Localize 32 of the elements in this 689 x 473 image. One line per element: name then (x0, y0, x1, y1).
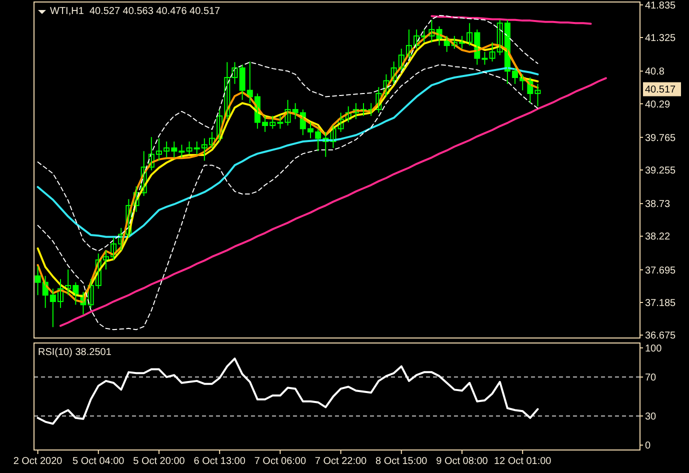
y-tick-label: 38.73 (645, 199, 670, 210)
y-tick-label: 70 (645, 372, 657, 384)
line-series (430, 15, 592, 25)
x-tick-label: 5 Oct 04:00 (72, 456, 125, 467)
x-tick-label: 2 Oct 2020 (13, 456, 63, 467)
line-series (60, 77, 607, 327)
y-tick-label: 39.255 (645, 166, 676, 176)
y-tick-label: 100 (645, 343, 662, 354)
x-tick-label: 6 Oct 13:00 (194, 456, 246, 467)
x-tick-label: 12 Oct 01:00 (494, 456, 552, 467)
annotation: 40.517 (645, 84, 676, 96)
line-series (37, 64, 538, 330)
y-tick-label: 39.765 (645, 132, 676, 144)
x-tick-label: 8 Oct 15:00 (376, 456, 428, 467)
line-series (37, 14, 538, 252)
chart-title: RSI(10) 38.2501 (38, 347, 112, 358)
y-tick-label: 40.29 (645, 99, 670, 110)
x-tick-label: 9 Oct 08:00 (436, 456, 488, 467)
y-tick-label: 41.835 (645, 0, 676, 12)
y-tick-label: 36.675 (645, 330, 676, 342)
chart-title: WTI,H1 40.527 40.563 40.476 40.517 (50, 6, 221, 17)
y-tick-label: 0 (645, 440, 651, 452)
y-tick-label: 37.695 (645, 265, 676, 276)
x-tick-label: 5 Oct 20:00 (133, 456, 186, 467)
y-tick-label: 38.22 (645, 232, 670, 243)
y-tick-label: 30 (645, 411, 657, 422)
line-series (36, 358, 539, 425)
y-tick-label: 40.8 (645, 66, 665, 78)
y-tick-label: 37.185 (645, 298, 676, 309)
y-tick-label: 41.325 (645, 33, 676, 44)
x-tick-label: 7 Oct 06:00 (254, 456, 306, 467)
x-tick-label: 7 Oct 22:00 (314, 456, 368, 467)
